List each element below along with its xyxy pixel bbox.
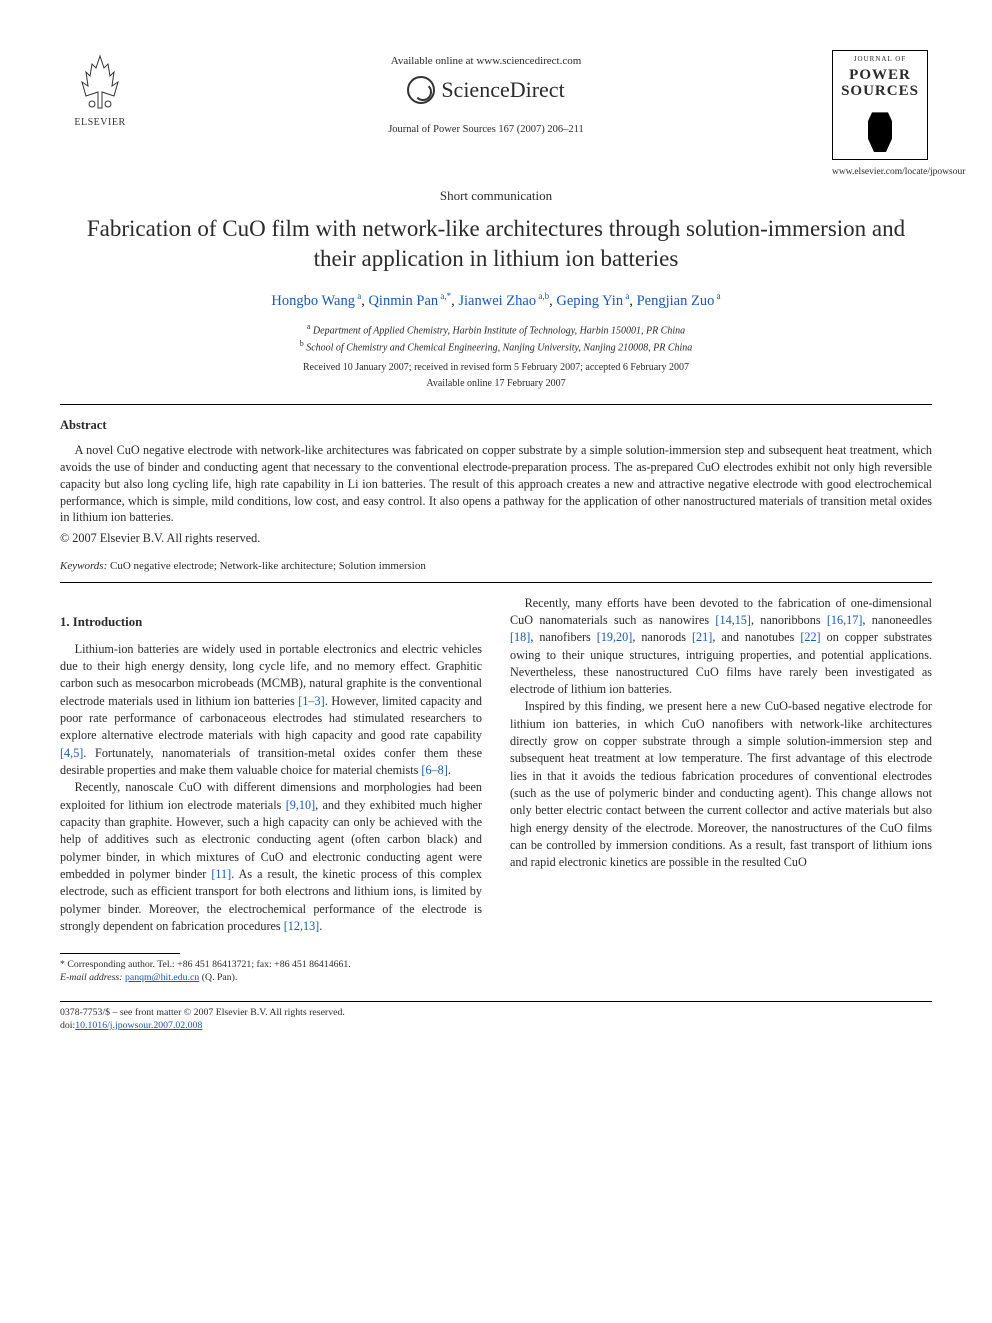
text-run: . <box>448 763 451 777</box>
citation-ref[interactable]: [22] <box>800 630 820 644</box>
text-run: , and nanotubes <box>712 630 800 644</box>
affil-sup: b <box>300 339 304 348</box>
affiliation: b School of Chemistry and Chemical Engin… <box>60 339 932 355</box>
citation-ref[interactable]: [18] <box>510 630 530 644</box>
sciencedirect-logo: ScienceDirect <box>407 75 564 105</box>
affiliation-text: Department of Applied Chemistry, Harbin … <box>313 325 685 336</box>
citation-ref[interactable]: [1–3] <box>298 694 324 708</box>
citation-ref[interactable]: [14,15] <box>715 613 751 627</box>
page-header: ELSEVIER Available online at www.science… <box>60 50 932 179</box>
corresponding-author-text: * Corresponding author. Tel.: +86 451 86… <box>60 958 932 971</box>
affil-marker: a <box>355 291 361 301</box>
text-run: . Fortunately, nanomaterials of transiti… <box>60 746 482 777</box>
sciencedirect-text: ScienceDirect <box>441 75 564 105</box>
horizontal-rule <box>60 404 932 405</box>
citation-line: Journal of Power Sources 167 (2007) 206–… <box>140 123 832 137</box>
abstract-heading: Abstract <box>60 417 932 434</box>
affil-marker: a,b <box>536 291 549 301</box>
keywords-line: Keywords: CuO negative electrode; Networ… <box>60 559 932 574</box>
citation-ref[interactable]: [4,5] <box>60 746 83 760</box>
citation-ref[interactable]: [12,13] <box>284 919 320 933</box>
journal-cover-icon: JOURNAL OF POWER SOURCES <box>832 50 928 160</box>
footnote-separator <box>60 953 180 954</box>
corresponding-footnote: * Corresponding author. Tel.: +86 451 86… <box>60 958 932 984</box>
citation-ref[interactable]: [19,20] <box>597 630 633 644</box>
affiliation-text: School of Chemistry and Chemical Enginee… <box>306 343 692 354</box>
body-paragraph: Lithium-ion batteries are widely used in… <box>60 641 482 780</box>
email-attribution: (Q. Pan). <box>202 972 238 983</box>
available-online-date: Available online 17 February 2007 <box>60 377 932 391</box>
author-link[interactable]: Qinmin Pan <box>368 293 438 309</box>
text-run: . <box>319 919 322 933</box>
author-link[interactable]: Pengjian Zuo <box>637 293 715 309</box>
text-run: , nanorods <box>632 630 692 644</box>
affil-marker: a <box>714 291 720 301</box>
footer-doi-line: doi:10.1016/j.jpowsour.2007.02.008 <box>60 1019 932 1032</box>
corresponding-marker[interactable]: * <box>447 291 452 301</box>
doi-label: doi: <box>60 1020 75 1031</box>
abstract-body: A novel CuO negative electrode with netw… <box>60 442 932 526</box>
text-run: , nanoneedles <box>862 613 932 627</box>
affil-sup: a <box>307 322 311 331</box>
author-link[interactable]: Geping Yin <box>556 293 623 309</box>
journal-fist-icon <box>860 108 900 152</box>
journal-name: POWER SOURCES <box>837 68 923 100</box>
header-center: Available online at www.sciencedirect.co… <box>140 50 832 141</box>
email-label: E-mail address: <box>60 972 123 983</box>
corresponding-email-line: E-mail address: panqm@hit.edu.cn (Q. Pan… <box>60 971 932 984</box>
available-online-text: Available online at www.sciencedirect.co… <box>140 54 832 69</box>
citation-ref[interactable]: [16,17] <box>827 613 863 627</box>
journal-small-label: JOURNAL OF <box>854 55 906 64</box>
affil-marker: a, <box>438 291 447 301</box>
author-link[interactable]: Jianwei Zhao <box>458 293 536 309</box>
keywords-label: Keywords: <box>60 560 107 572</box>
footer-rule <box>60 1001 932 1002</box>
keywords-text: CuO negative electrode; Network-like arc… <box>110 560 426 572</box>
citation-ref[interactable]: [9,10] <box>286 798 315 812</box>
publisher-name: ELSEVIER <box>60 116 140 130</box>
email-link[interactable]: panqm@hit.edu.cn <box>125 972 199 983</box>
journal-logo-block: JOURNAL OF POWER SOURCES www.elsevier.co… <box>832 50 932 179</box>
article-type: Short communication <box>60 187 932 205</box>
article-title: Fabrication of CuO film with network-lik… <box>80 214 912 274</box>
publisher-logo-block: ELSEVIER <box>60 50 140 130</box>
text-run: , nanofibers <box>530 630 596 644</box>
horizontal-rule <box>60 582 932 583</box>
locate-url: www.elsevier.com/locate/jpowsour <box>832 166 932 179</box>
doi-link[interactable]: 10.1016/j.jpowsour.2007.02.008 <box>75 1020 202 1031</box>
author-list: Hongbo Wang a, Qinmin Pan a,*, Jianwei Z… <box>60 290 932 311</box>
text-run: , nanoribbons <box>751 613 827 627</box>
affil-marker: a <box>623 291 629 301</box>
body-columns: 1. Introduction Lithium-ion batteries ar… <box>60 595 932 936</box>
elsevier-tree-icon <box>72 50 128 114</box>
body-paragraph: Recently, many efforts have been devoted… <box>510 595 932 699</box>
body-paragraph: Inspired by this finding, we present her… <box>510 698 932 871</box>
body-paragraph: Recently, nanoscale CuO with different d… <box>60 779 482 935</box>
citation-ref[interactable]: [6–8] <box>421 763 447 777</box>
citation-ref[interactable]: [21] <box>692 630 712 644</box>
affiliation: a Department of Applied Chemistry, Harbi… <box>60 322 932 338</box>
citation-ref[interactable]: [11] <box>211 867 231 881</box>
abstract-copyright: © 2007 Elsevier B.V. All rights reserved… <box>60 530 932 546</box>
footer-copyright: 0378-7753/$ – see front matter © 2007 El… <box>60 1006 932 1019</box>
section-heading: 1. Introduction <box>60 613 482 631</box>
text-run: Inspired by this finding, we present her… <box>510 699 932 869</box>
author-link[interactable]: Hongbo Wang <box>271 293 355 309</box>
sciencedirect-swirl-icon <box>407 76 435 104</box>
history-dates: Received 10 January 2007; received in re… <box>60 361 932 375</box>
